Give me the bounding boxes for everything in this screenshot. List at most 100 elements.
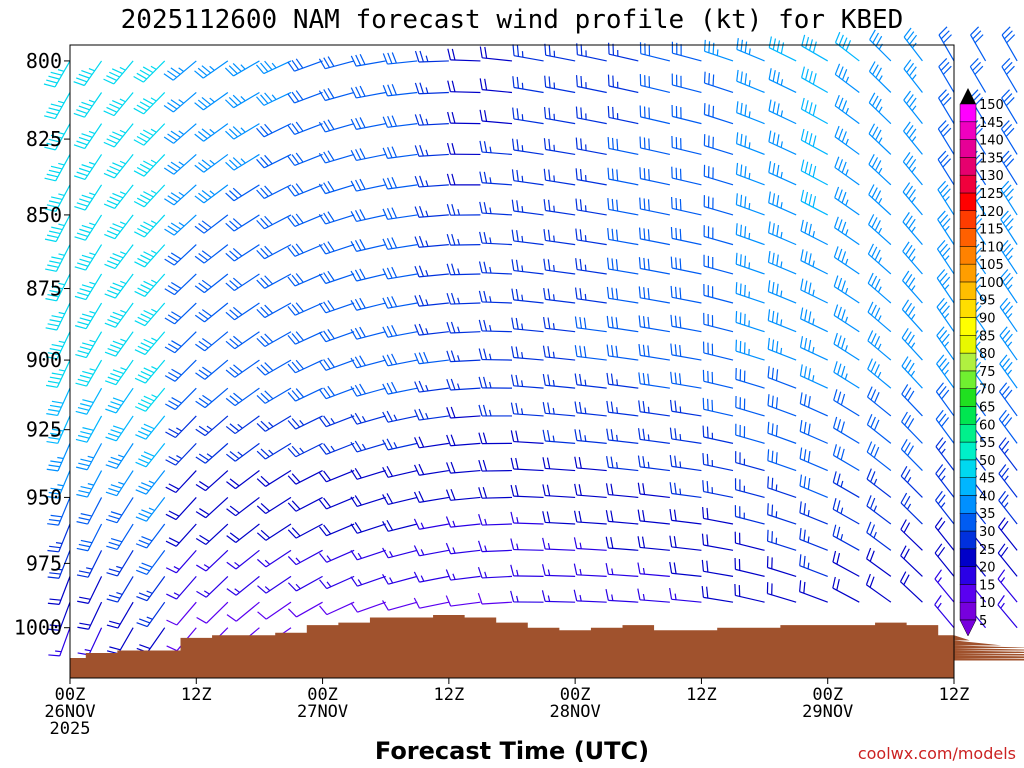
colorbar-swatch: [959, 530, 977, 550]
wind-barb: [73, 92, 103, 118]
barb-full: [323, 89, 331, 100]
barb-staff: [145, 470, 166, 495]
barb-full: [869, 29, 876, 41]
barb-full: [938, 89, 947, 99]
barb-staff: [999, 277, 1018, 304]
barb-staff: [703, 596, 734, 603]
barb-staff: [639, 573, 670, 577]
wind-barb: [134, 214, 166, 238]
barb-full: [870, 444, 876, 456]
barb-full: [938, 58, 948, 68]
barb-staff: [450, 601, 481, 607]
wind-barb: [575, 75, 607, 94]
barb-full: [643, 257, 646, 270]
barb-full: [105, 408, 117, 414]
barb-staff: [935, 391, 955, 417]
barb-full: [706, 426, 709, 438]
barb-full: [478, 432, 483, 444]
barb-full: [287, 582, 297, 592]
wind-barb: [701, 533, 734, 551]
barb-full: [414, 206, 420, 218]
wind-barb: [999, 354, 1018, 389]
wind-barb: [799, 474, 828, 498]
barb-full: [637, 455, 641, 467]
barb-staff: [834, 73, 860, 93]
barb-full: [739, 283, 742, 295]
barb-full: [841, 161, 847, 173]
wind-barb: [1001, 89, 1018, 124]
barb-full: [799, 392, 803, 404]
barb-half: [271, 62, 277, 69]
barb-full: [260, 277, 270, 287]
barb-full: [140, 194, 151, 201]
barb-full: [134, 377, 146, 384]
barb-full: [1001, 440, 1010, 451]
colorbar-label: 120: [979, 205, 1004, 220]
barb-full: [76, 521, 88, 525]
barb-full: [382, 53, 389, 65]
barb-full: [909, 34, 918, 45]
barb-full: [902, 270, 910, 281]
barb-half: [878, 227, 883, 234]
barb-full: [350, 414, 358, 425]
wind-barb: [195, 523, 229, 545]
barb-full: [941, 417, 950, 427]
barb-staff: [703, 352, 734, 361]
barb-full: [901, 384, 909, 395]
x-tick-label: 12Z: [686, 685, 717, 705]
barb-full: [942, 96, 952, 107]
barb-full: [77, 434, 90, 439]
barb-staff: [672, 84, 702, 94]
barb-full: [198, 192, 208, 201]
barb-full: [446, 292, 452, 305]
barb-full: [295, 90, 304, 101]
wind-barb: [799, 392, 828, 417]
barb-staff: [264, 359, 292, 376]
barb-full: [414, 265, 420, 278]
wind-barb: [226, 575, 260, 596]
barb-staff: [671, 492, 702, 499]
barb-full: [803, 449, 807, 461]
barb-half: [420, 549, 425, 556]
barb-staff: [704, 50, 734, 62]
barb-full: [483, 319, 488, 332]
barb-full: [767, 421, 770, 434]
barb-full: [413, 464, 420, 476]
wind-barb: [414, 82, 449, 95]
barb-full: [232, 94, 242, 104]
wind-barb: [446, 434, 481, 447]
wind-barb: [608, 42, 639, 62]
barb-full: [575, 258, 578, 270]
barb-full: [546, 511, 551, 523]
barb-full: [938, 440, 947, 451]
barb-full: [874, 249, 881, 261]
barb-full: [264, 275, 273, 285]
barb-full: [318, 152, 326, 164]
barb-half: [148, 507, 155, 512]
barb-staff: [671, 296, 702, 304]
barb-staff: [935, 446, 955, 471]
barb-full: [679, 287, 682, 300]
barb-full: [669, 508, 673, 521]
barb-full: [327, 270, 335, 281]
barb-half: [1003, 502, 1009, 508]
barb-full: [138, 592, 150, 598]
barb-staff: [265, 549, 292, 568]
barb-staff: [608, 297, 639, 304]
barb-full: [48, 138, 60, 143]
barb-full: [483, 376, 488, 389]
barb-full: [808, 311, 812, 323]
barb-half: [780, 231, 783, 239]
credit-link[interactable]: coolwx.com/models: [858, 744, 1016, 763]
barb-full: [142, 129, 154, 137]
barb-full: [1003, 93, 1013, 103]
barb-full: [902, 212, 910, 223]
barb-full: [868, 61, 876, 72]
barb-full: [382, 466, 389, 478]
barb-full: [49, 260, 61, 264]
barb-full: [228, 159, 239, 169]
barb-full: [391, 207, 398, 219]
barb-staff: [545, 298, 576, 304]
barb-full: [938, 26, 948, 36]
wind-barb: [832, 471, 860, 498]
